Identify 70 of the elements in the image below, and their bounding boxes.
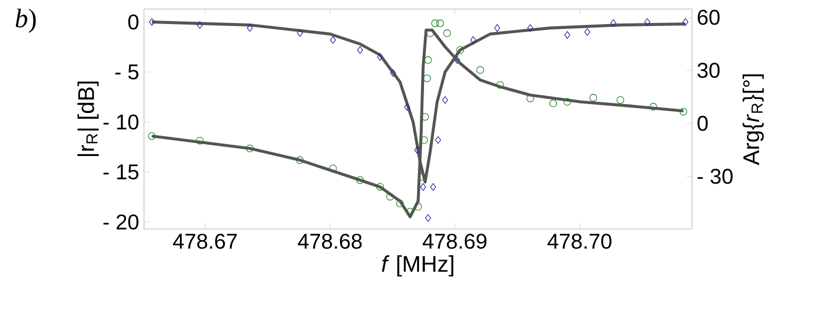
x-tick-label: 478.67 xyxy=(173,234,237,249)
point xyxy=(396,200,404,208)
point xyxy=(564,31,570,39)
y2-tick-label: 60 xyxy=(698,10,720,25)
y2-tick-label: 30 xyxy=(698,62,720,78)
y-tick-label: - 5 xyxy=(115,64,138,80)
point xyxy=(423,74,431,82)
point xyxy=(414,202,422,211)
point xyxy=(616,96,624,104)
point xyxy=(436,20,444,28)
point xyxy=(476,66,484,74)
point xyxy=(442,96,448,104)
point xyxy=(496,81,504,89)
point xyxy=(377,53,383,61)
point xyxy=(589,94,598,102)
point xyxy=(420,136,428,144)
point xyxy=(426,29,434,38)
text: b) xyxy=(16,8,36,33)
y-axis-title: |r$_{R}$| [dB] xyxy=(77,82,99,156)
point xyxy=(356,176,364,184)
point xyxy=(196,21,203,29)
point xyxy=(456,46,464,54)
point xyxy=(527,24,534,32)
y-tick-label: - 10 xyxy=(103,114,138,130)
point xyxy=(526,94,534,102)
x-tick-label: 478.69 xyxy=(422,234,486,249)
point xyxy=(246,24,253,32)
point xyxy=(390,69,396,77)
point xyxy=(148,132,156,140)
x-tick-label: 478.68 xyxy=(298,234,362,249)
point xyxy=(443,29,451,38)
y2-tick-label: - 30 xyxy=(698,168,733,184)
point xyxy=(196,136,204,144)
point xyxy=(357,46,364,54)
y-tick-label: 0 xyxy=(128,14,138,30)
point xyxy=(148,18,155,26)
point xyxy=(404,103,410,111)
point xyxy=(376,182,384,191)
point xyxy=(406,208,414,216)
y2-axis-title: Arg{r$_{R}$}[°] xyxy=(742,74,764,166)
point xyxy=(564,98,572,106)
point xyxy=(431,20,439,28)
point xyxy=(418,172,426,180)
point xyxy=(610,19,616,27)
point xyxy=(644,18,650,26)
point xyxy=(682,18,688,26)
point xyxy=(420,183,426,191)
point xyxy=(329,164,337,172)
point xyxy=(330,36,336,44)
point xyxy=(246,144,254,152)
point xyxy=(296,29,303,37)
y2-tick-label: 0 xyxy=(698,116,708,131)
point xyxy=(584,28,590,36)
point xyxy=(494,24,500,32)
y-tick-label: - 15 xyxy=(103,164,138,180)
point xyxy=(650,102,658,111)
point xyxy=(435,136,442,144)
point xyxy=(421,112,429,121)
point xyxy=(680,108,688,116)
point xyxy=(549,100,558,108)
x-axis-title: f [MHz] xyxy=(382,255,454,276)
point xyxy=(425,214,432,222)
point xyxy=(430,183,436,191)
point xyxy=(296,156,304,164)
point xyxy=(386,192,394,200)
point xyxy=(470,36,476,44)
point xyxy=(454,56,460,64)
x-tick-label: 478.70 xyxy=(548,234,612,249)
y-tick-label: - 20 xyxy=(103,214,138,230)
point xyxy=(424,56,432,64)
